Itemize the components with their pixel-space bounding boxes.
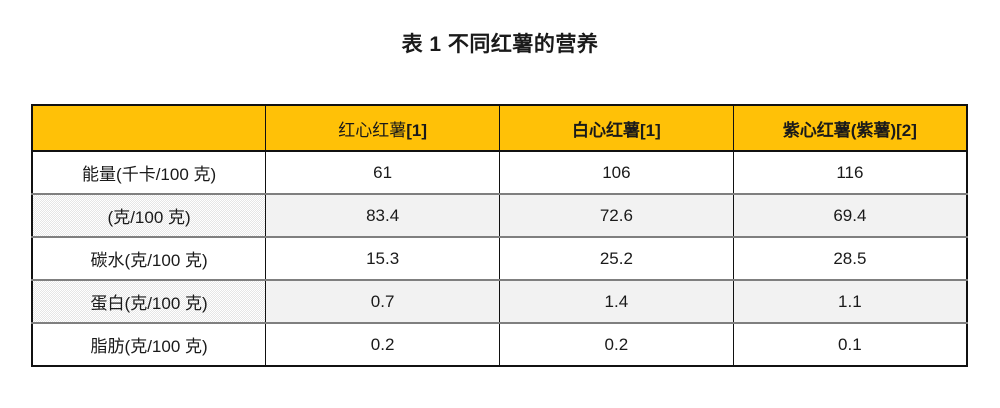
row-label: (克/100 克) <box>31 193 267 238</box>
header-cell: 白心红薯[1] <box>499 104 734 152</box>
nutrition-table: 红心红薯[1] 白心红薯[1] 紫心红薯(紫薯)[2] 能量(千卡/100 克) 61… <box>31 104 968 367</box>
value-cell: 0.7 <box>265 279 500 324</box>
header-citation: [2] <box>896 120 917 140</box>
row-label: 碳水(克/100 克) <box>31 236 267 281</box>
value-cell: 69.4 <box>732 193 968 238</box>
header-cell: 红心红薯[1] <box>265 104 500 152</box>
header-cell-empty <box>31 104 267 152</box>
value-cell: 61 <box>265 150 500 195</box>
header-citation: [1] <box>639 120 661 140</box>
value-cell: 106 <box>499 150 734 195</box>
header-citation: [1] <box>406 120 428 140</box>
value-cell: 0.1 <box>732 322 968 367</box>
value-cell: 28.5 <box>732 236 968 281</box>
value-cell: 83.4 <box>265 193 500 238</box>
value-cell: 1.1 <box>732 279 968 324</box>
row-label: 蛋白(克/100 克) <box>31 279 267 324</box>
header-label: 紫心红薯(紫薯) <box>782 120 897 140</box>
table-row: 蛋白(克/100 克) 0.7 1.4 1.1 <box>31 279 968 324</box>
value-cell: 72.6 <box>499 193 734 238</box>
value-cell: 0.2 <box>499 322 734 367</box>
table-row: 能量(千卡/100 克) 61 106 116 <box>31 150 968 195</box>
table-row: 碳水(克/100 克) 15.3 25.2 28.5 <box>31 236 968 281</box>
header-cell: 紫心红薯(紫薯)[2] <box>732 104 968 152</box>
table-row: 脂肪(克/100 克) 0.2 0.2 0.1 <box>31 322 968 367</box>
page-title: 表 1 不同红薯的营养 <box>401 33 599 56</box>
table-head: 红心红薯[1] 白心红薯[1] 紫心红薯(紫薯)[2] <box>31 104 968 152</box>
header-label: 红心红薯 <box>338 120 407 140</box>
header-label: 白心红薯 <box>571 120 640 140</box>
table-row: (克/100 克) 83.4 72.6 69.4 <box>31 193 968 238</box>
value-cell: 25.2 <box>499 236 734 281</box>
value-cell: 116 <box>732 150 968 195</box>
value-cell: 0.2 <box>265 322 500 367</box>
value-cell: 15.3 <box>265 236 500 281</box>
header-row: 红心红薯[1] 白心红薯[1] 紫心红薯(紫薯)[2] <box>31 104 968 152</box>
row-label: 脂肪(克/100 克) <box>31 322 267 367</box>
value-cell: 1.4 <box>499 279 734 324</box>
table-body: 能量(千卡/100 克) 61 106 116 (克/100 克) 83.4 72.6 69.… <box>31 150 968 367</box>
row-label: 能量(千卡/100 克) <box>31 150 267 195</box>
